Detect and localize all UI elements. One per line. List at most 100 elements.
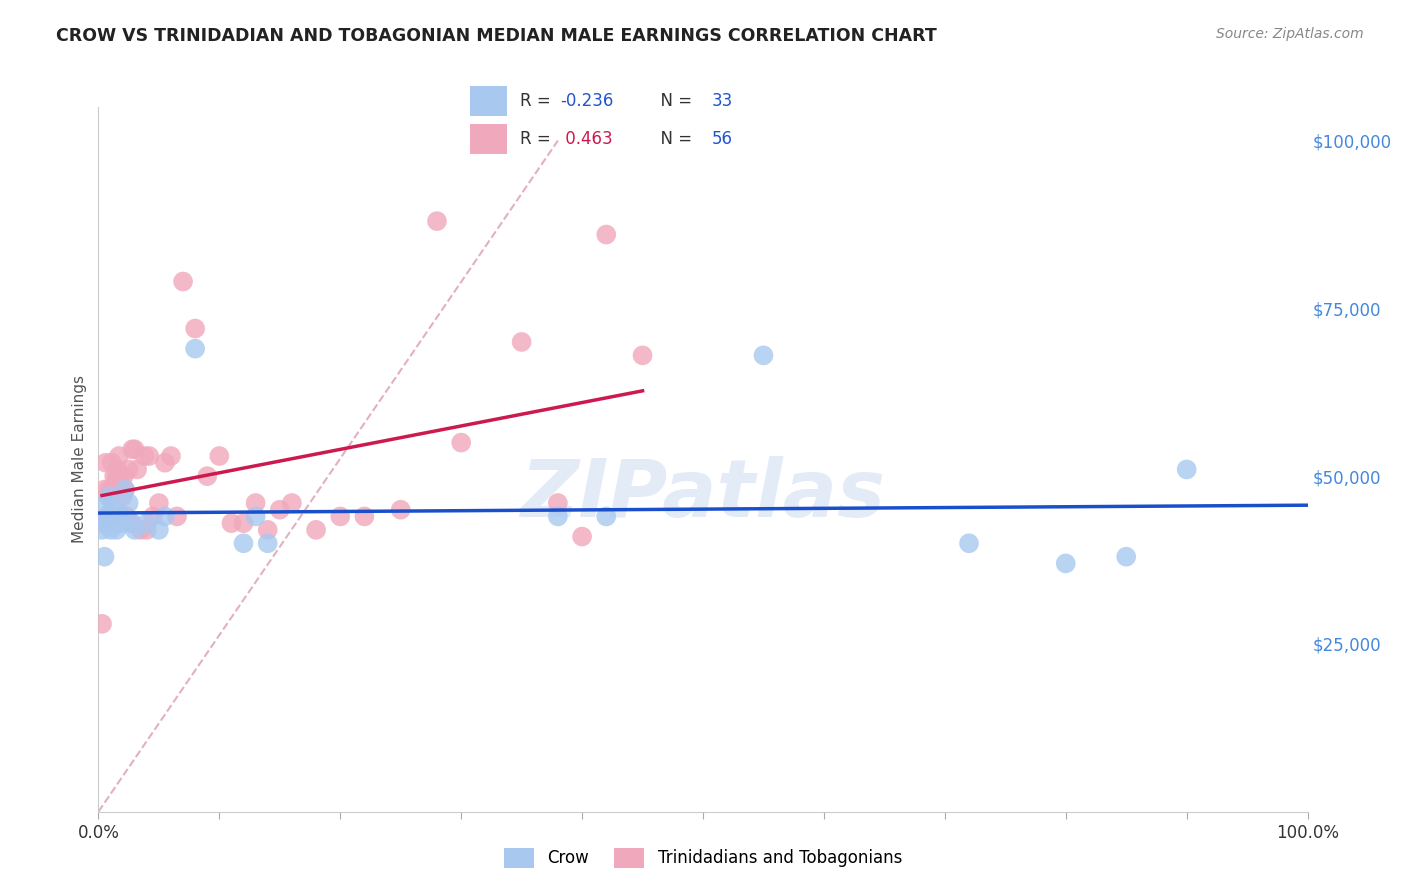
Point	[114, 483, 136, 497]
Point	[208, 449, 231, 463]
Text: R =: R =	[520, 130, 555, 148]
Point	[111, 489, 134, 503]
Point	[245, 496, 267, 510]
Point	[91, 616, 114, 631]
Legend: Crow, Trinidadians and Tobagonians: Crow, Trinidadians and Tobagonians	[498, 841, 908, 875]
Point	[245, 509, 267, 524]
Text: -0.236: -0.236	[560, 92, 613, 110]
Point	[353, 509, 375, 524]
Point	[1054, 557, 1077, 571]
Point	[153, 456, 176, 470]
Point	[160, 449, 183, 463]
Point	[100, 489, 122, 503]
Point	[256, 536, 278, 550]
Point	[124, 442, 146, 457]
Point	[510, 334, 533, 349]
Point	[115, 509, 138, 524]
Point	[269, 502, 291, 516]
Point	[195, 469, 218, 483]
Point	[110, 509, 132, 524]
Point	[148, 496, 170, 510]
Text: CROW VS TRINIDADIAN AND TOBAGONIAN MEDIAN MALE EARNINGS CORRELATION CHART: CROW VS TRINIDADIAN AND TOBAGONIAN MEDIA…	[56, 27, 936, 45]
Point	[153, 509, 176, 524]
Point	[129, 523, 152, 537]
Point	[752, 348, 775, 362]
Point	[107, 462, 129, 476]
Text: Source: ZipAtlas.com: Source: ZipAtlas.com	[1216, 27, 1364, 41]
Point	[166, 509, 188, 524]
Point	[97, 489, 120, 503]
Text: R =: R =	[520, 92, 555, 110]
Point	[104, 475, 127, 490]
Point	[105, 523, 128, 537]
Point	[121, 516, 143, 530]
Point	[184, 342, 207, 356]
Point	[389, 502, 412, 516]
Point	[595, 227, 617, 242]
Bar	[470, 86, 508, 116]
Point	[100, 502, 122, 516]
Point	[631, 348, 654, 362]
Point	[98, 483, 121, 497]
Point	[138, 449, 160, 463]
Point	[100, 523, 122, 537]
Text: 0.463: 0.463	[560, 130, 613, 148]
Point	[121, 442, 143, 457]
Point	[221, 516, 243, 530]
Point	[1175, 462, 1198, 476]
Point	[96, 509, 118, 524]
Point	[232, 516, 254, 530]
Point	[101, 509, 124, 524]
Text: N =: N =	[650, 92, 697, 110]
Point	[108, 449, 131, 463]
Point	[91, 516, 114, 530]
Point	[547, 496, 569, 510]
Point	[120, 516, 142, 530]
Point	[91, 523, 114, 537]
Point	[142, 509, 165, 524]
Point	[104, 509, 127, 524]
Point	[281, 496, 304, 510]
Point	[547, 509, 569, 524]
Point	[135, 516, 157, 530]
Point	[957, 536, 980, 550]
Point	[101, 483, 124, 497]
Point	[184, 321, 207, 335]
Point	[107, 502, 129, 516]
Point	[93, 483, 115, 497]
Text: 56: 56	[711, 130, 733, 148]
Text: 33: 33	[711, 92, 733, 110]
Point	[108, 509, 131, 524]
Bar	[470, 124, 508, 154]
Point	[94, 456, 117, 470]
Point	[329, 509, 352, 524]
Text: ZIPatlas: ZIPatlas	[520, 456, 886, 533]
Point	[148, 523, 170, 537]
Point	[112, 469, 135, 483]
Point	[98, 489, 121, 503]
Point	[103, 516, 125, 530]
Point	[93, 549, 115, 564]
Point	[172, 275, 194, 289]
Point	[96, 509, 118, 524]
Point	[571, 530, 593, 544]
Point	[426, 214, 449, 228]
Point	[127, 462, 149, 476]
Point	[118, 462, 141, 476]
Point	[118, 496, 141, 510]
Point	[595, 509, 617, 524]
Point	[134, 449, 156, 463]
Point	[305, 523, 328, 537]
Text: N =: N =	[650, 130, 697, 148]
Point	[100, 456, 122, 470]
Point	[97, 516, 120, 530]
Point	[232, 536, 254, 550]
Point	[94, 496, 117, 510]
Point	[114, 483, 136, 497]
Y-axis label: Median Male Earnings: Median Male Earnings	[72, 376, 87, 543]
Point	[105, 469, 128, 483]
Point	[111, 516, 134, 530]
Point	[1115, 549, 1137, 564]
Point	[103, 469, 125, 483]
Point	[124, 523, 146, 537]
